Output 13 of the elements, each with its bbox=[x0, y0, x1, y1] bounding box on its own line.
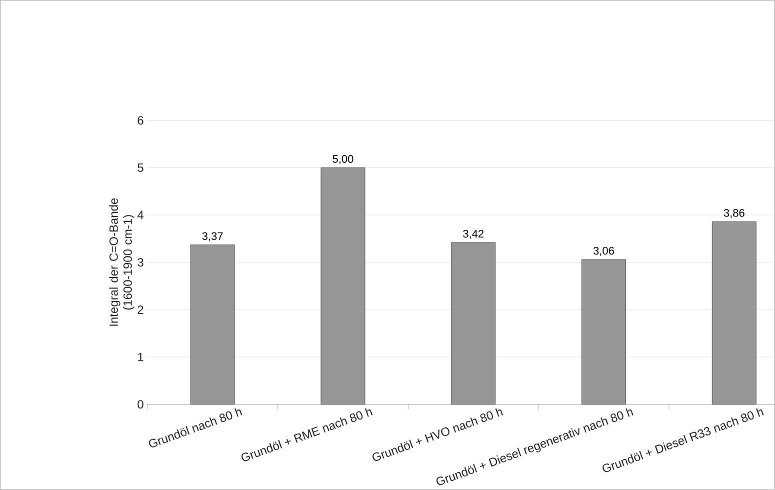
data-label: 3,37 bbox=[202, 232, 223, 242]
y-tick-label: 1 bbox=[138, 352, 144, 362]
y-tick-label: 2 bbox=[138, 305, 144, 314]
y-tick-label: 4 bbox=[137, 210, 144, 220]
y-tick-label: 3 bbox=[138, 258, 144, 267]
data-label: 3,42 bbox=[463, 230, 484, 239]
data-label: 3,86 bbox=[724, 209, 744, 218]
y-axis-title: Integral der C=O-Bande (1600-1900 cm-1) bbox=[109, 198, 134, 326]
y-tick-label: 6 bbox=[138, 116, 144, 125]
y-tick-label: 5 bbox=[138, 163, 144, 172]
data-label: 5,00 bbox=[332, 155, 354, 164]
data-label: 3,06 bbox=[593, 246, 614, 256]
y-tick-label: 0 bbox=[138, 400, 144, 409]
